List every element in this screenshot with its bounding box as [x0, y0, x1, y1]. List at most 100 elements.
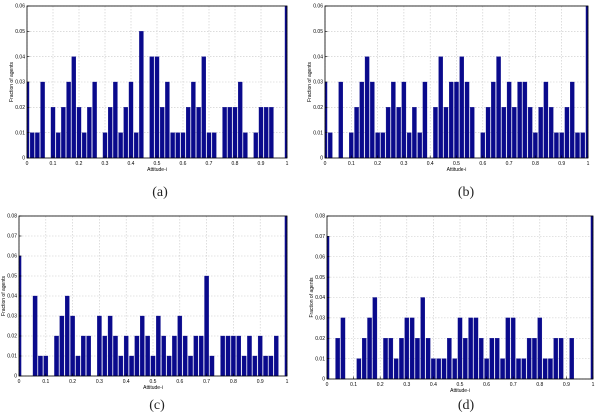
histogram-bar: [364, 56, 370, 159]
histogram-bar: [396, 107, 401, 159]
histogram-bar: [236, 335, 242, 377]
y-tick-label: 0.07: [315, 234, 325, 240]
panel-caption-d: (d): [457, 398, 475, 413]
y-tick-label: 0: [14, 374, 17, 380]
histogram-bar: [140, 315, 145, 377]
histogram-bar: [388, 338, 394, 380]
histogram-bar: [154, 56, 160, 159]
x-tick-label: 0.7: [510, 382, 517, 388]
histogram-bar: [438, 56, 443, 159]
histogram-bar: [201, 56, 206, 159]
x-tick-label: 0.8: [230, 379, 237, 385]
histogram-bar: [569, 338, 574, 380]
histogram-bar: [533, 132, 538, 159]
x-tick-label: 0: [18, 379, 21, 385]
histogram-bar: [238, 81, 243, 159]
x-tick-label: 1: [587, 161, 590, 167]
histogram-bar: [209, 355, 215, 377]
histogram-bar: [385, 107, 391, 159]
histogram-bar: [485, 107, 491, 159]
histogram-bar: [542, 358, 548, 380]
histogram-bar: [335, 338, 340, 380]
histogram-bar: [102, 132, 108, 159]
histogram-bar: [196, 107, 201, 159]
histogram-bar: [454, 81, 459, 159]
histogram-bar: [38, 355, 43, 377]
histogram-panel-b: 0 0.1 0.2 0.3 0.4 0.5 0.6 0.7 0.8 0.9 1 0 0.01 0.02 0.…: [300, 0, 599, 210]
histogram-bar: [204, 275, 209, 377]
histogram-bar: [422, 81, 428, 159]
histogram-bar: [118, 132, 123, 159]
histogram-panel-a: 0 0.1 0.2 0.3 0.4 0.5 0.6 0.7 0.8 0.9 1 0 0.01 0.02 0.…: [0, 0, 300, 210]
y-tick-label: 0.06: [7, 254, 17, 260]
x-tick-label: 0.5: [150, 379, 157, 385]
x-tick-label: 0: [26, 161, 29, 167]
histogram-bar: [447, 338, 452, 380]
histogram-bar: [470, 107, 475, 159]
histogram-bar: [258, 107, 264, 159]
histogram-bar: [156, 315, 161, 377]
histogram-bar: [409, 317, 415, 380]
histogram-bar: [356, 358, 362, 380]
y-tick-label: 0: [322, 377, 325, 383]
y-tick-label: 0.06: [15, 4, 25, 10]
y-tick-label: 0.06: [315, 254, 325, 260]
histogram-bar: [253, 132, 258, 159]
histogram-bar: [580, 132, 585, 159]
histogram-bar: [241, 355, 247, 377]
histogram-bar: [359, 81, 365, 159]
histogram-chart-a: 0 0.1 0.2 0.3 0.4 0.5 0.6 0.7 0.8 0.9 1 0 0.01 0.02 0.…: [9, 4, 289, 173]
histogram-bar: [113, 81, 118, 159]
y-tick-label: 0.03: [313, 80, 323, 86]
x-tick-label: 0.1: [42, 379, 49, 385]
x-tick-label: 0.1: [50, 161, 57, 167]
histogram-bar: [553, 338, 558, 380]
x-tick-label: 0.3: [400, 161, 407, 167]
histogram-bar: [354, 107, 359, 159]
y-tick-label: 0.01: [315, 356, 325, 362]
histogram-bar: [449, 81, 454, 159]
histogram-bar: [496, 56, 501, 159]
histogram-bar: [82, 132, 87, 159]
y-tick-label: 0.08: [7, 214, 17, 220]
histogram-bar: [538, 107, 543, 159]
histogram-bar: [54, 335, 59, 377]
x-tick-label: 0.6: [483, 382, 490, 388]
histogram-bar: [328, 132, 333, 159]
histogram-bar: [505, 317, 511, 380]
x-tick-label: 0.2: [69, 379, 76, 385]
x-tick-label: 0.7: [206, 161, 213, 167]
histogram-bar: [191, 81, 196, 159]
histogram-bar: [107, 315, 113, 377]
histogram-bar: [480, 132, 486, 159]
histogram-bar: [257, 335, 263, 377]
histogram-bar: [165, 81, 170, 159]
x-tick-label: 0.8: [232, 161, 239, 167]
x-tick-label: 0.9: [563, 382, 570, 388]
x-axis-label: Attitude-i: [450, 388, 470, 394]
histogram-bar: [123, 335, 129, 377]
histogram-panel-c: 0 0.1 0.2 0.3 0.4 0.5 0.6 0.7 0.8 0.9 1 0 0.01 0.02 0.…: [0, 210, 300, 419]
histogram-bar: [220, 335, 225, 377]
histogram-bar: [227, 107, 232, 159]
histogram-bar: [548, 107, 554, 159]
histogram-bar: [484, 358, 489, 380]
histogram-bar: [500, 358, 505, 380]
histogram-bar: [71, 56, 76, 159]
histogram-bar: [66, 81, 71, 159]
histogram-bar: [86, 335, 91, 377]
histogram-bar: [70, 315, 75, 377]
y-tick-label: 0.04: [315, 295, 325, 301]
histogram-bar: [113, 335, 118, 377]
y-tick-label: 0.04: [7, 294, 17, 300]
x-tick-label: 0.1: [348, 161, 355, 167]
histogram-bar: [76, 107, 82, 159]
x-tick-label: 0.2: [374, 161, 381, 167]
x-tick-label: 0.9: [257, 379, 264, 385]
x-tick-label: 0.7: [203, 379, 210, 385]
histogram-bar: [527, 107, 533, 159]
histogram-bar: [180, 132, 186, 159]
histogram-bar: [393, 358, 399, 380]
x-tick-label: 0.9: [258, 161, 265, 167]
x-tick-label: 0.4: [430, 382, 437, 388]
